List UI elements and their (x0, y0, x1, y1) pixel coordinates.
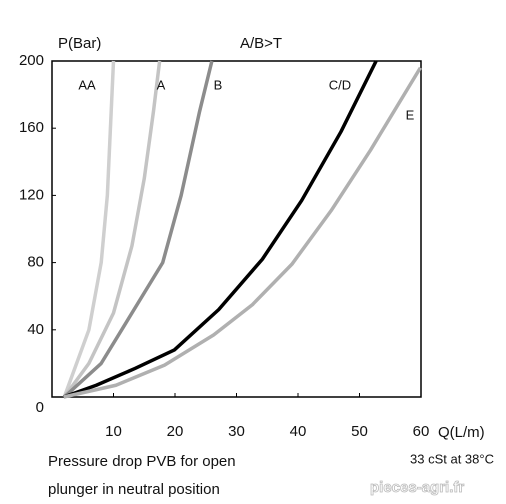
x-axis-label: Q(L/m) (438, 424, 485, 441)
series-label: B (214, 77, 223, 92)
watermark: pieces-agri.fr (370, 479, 464, 496)
note: 33 cSt at 38°C (410, 451, 494, 466)
x-tick-label: 30 (228, 423, 245, 440)
series-label: A (157, 77, 166, 92)
line (62, 60, 116, 398)
series-label: C/D (329, 77, 351, 92)
line (62, 60, 162, 399)
x-tick-label: 60 (413, 423, 430, 440)
x-tick-label: 20 (167, 423, 184, 440)
y-tick-label: 80 (27, 254, 44, 271)
y-tick-label: 160 (19, 119, 44, 136)
x-tick-label: 50 (351, 423, 368, 440)
plot-frame (51, 60, 422, 398)
y-tick-label: 120 (19, 186, 44, 203)
series-label: E (406, 107, 415, 122)
chart-title: A/B>T (240, 35, 282, 52)
line (63, 60, 214, 399)
y-tick-label: 200 (19, 52, 44, 69)
y-axis-label: P(Bar) (58, 35, 101, 52)
x-tick-label: 40 (290, 423, 307, 440)
y-tick-label: 40 (27, 321, 44, 338)
caption: Pressure drop PVB for open (48, 453, 236, 470)
line (63, 66, 422, 399)
x-tick-label: 10 (105, 423, 122, 440)
caption: plunger in neutral position (48, 481, 220, 498)
line (63, 60, 378, 399)
series-label: AA (78, 77, 96, 92)
y-tick-label: 0 (36, 399, 44, 416)
